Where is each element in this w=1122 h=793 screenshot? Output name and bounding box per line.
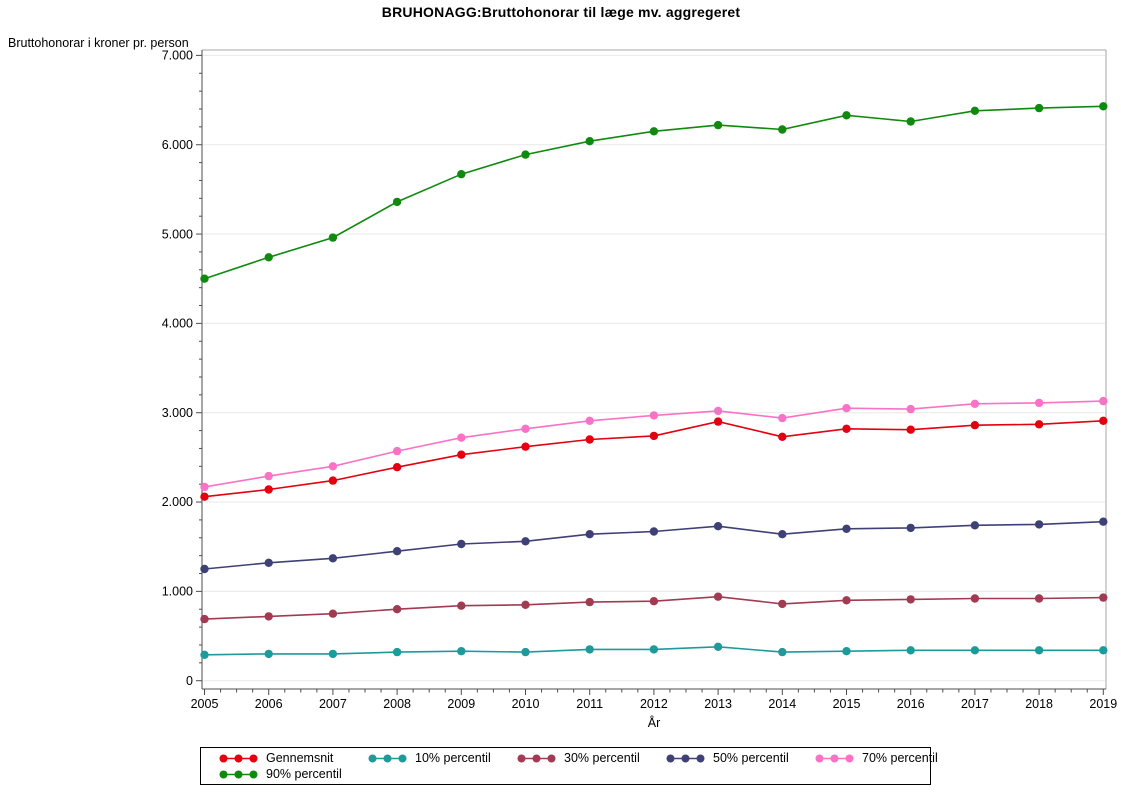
y-tick-label: 3.000 — [162, 406, 193, 420]
x-tick-label: 2016 — [897, 697, 925, 711]
x-tick-label: 2005 — [191, 697, 219, 711]
legend-item-label: 30% percentil — [564, 751, 640, 765]
y-axis: 0 1.000 2.000 3.000 4.000 5.000 6.000 7.000 — [162, 49, 203, 689]
legend-item-gennemsnit: Gennemsnit — [218, 751, 367, 765]
legend-item-label: 90% percentil — [266, 767, 342, 781]
y-axis-label: Bruttohonorar i kroner pr. person — [8, 36, 189, 50]
x-tick-label: 2013 — [704, 697, 732, 711]
x-tick-label: 2015 — [833, 697, 861, 711]
x-tick-label: 2006 — [255, 697, 283, 711]
x-tick-label: 2018 — [1025, 697, 1053, 711]
series-90-percentil — [200, 102, 1108, 283]
series-30-percentil — [200, 592, 1108, 624]
legend-marker-icon — [517, 754, 556, 762]
legend-item-label: 50% percentil — [713, 751, 789, 765]
legend-marker-icon — [815, 754, 854, 762]
series-10-percentil — [200, 642, 1108, 659]
legend-row: 90% percentil — [201, 766, 930, 782]
series-50-percentil — [200, 517, 1108, 574]
legend-marker-icon — [666, 754, 705, 762]
legend-marker-icon — [368, 754, 407, 762]
plot-frame — [202, 49, 1107, 689]
y-tick-label: 4.000 — [162, 317, 193, 331]
x-tick-label: 2007 — [319, 697, 347, 711]
x-tick-label: 2008 — [383, 697, 411, 711]
legend-marker-icon — [219, 754, 258, 762]
x-axis-label: År — [647, 716, 661, 730]
gridlines — [203, 54, 1105, 682]
legend-item-10-percentil: 10% percentil — [367, 751, 516, 765]
x-tick-label: 2017 — [961, 697, 989, 711]
x-axis: 2005 2006 2007 2008 2009 2010 2011 2012 2013 2014… — [191, 688, 1117, 711]
legend-item-50-percentil: 50% percentil — [665, 751, 814, 765]
y-tick-label: 5.000 — [162, 227, 193, 241]
legend-item-90-percentil: 90% percentil — [218, 767, 367, 781]
y-tick-label: 2.000 — [162, 495, 193, 509]
x-tick-label: 2019 — [1089, 697, 1117, 711]
x-tick-label: 2011 — [576, 697, 603, 711]
x-tick-label: 2009 — [447, 697, 475, 711]
series-gennemsnit — [200, 416, 1108, 501]
legend-item-label: Gennemsnit — [266, 751, 334, 765]
y-tick-label: 0 — [186, 674, 193, 688]
series-70-percentil — [200, 396, 1108, 492]
legend-item-70-percentil: 70% percentil — [814, 751, 963, 765]
legend-row: Gennemsnit 10% percentil 30% percentil 50% … — [201, 750, 938, 766]
legend-item-label: 70% percentil — [862, 751, 938, 765]
legend-item-30-percentil: 30% percentil — [516, 751, 665, 765]
x-tick-label: 2012 — [640, 697, 668, 711]
plot-area: 0 1.000 2.000 3.000 4.000 5.000 6.000 7.000 2005… — [162, 49, 1118, 711]
chart-title: BRUHONAGG:Bruttohonorar til læge mv. agg… — [381, 4, 741, 20]
y-tick-label: 7.000 — [162, 49, 193, 63]
legend-marker-icon — [219, 770, 258, 778]
y-tick-label: 6.000 — [162, 138, 193, 152]
x-tick-label: 2014 — [768, 697, 796, 711]
x-tick-label: 2010 — [512, 697, 540, 711]
legend: Gennemsnit 10% percentil 30% percentil 50% … — [200, 747, 938, 785]
y-tick-label: 1.000 — [162, 585, 193, 599]
legend-item-label: 10% percentil — [415, 751, 491, 765]
